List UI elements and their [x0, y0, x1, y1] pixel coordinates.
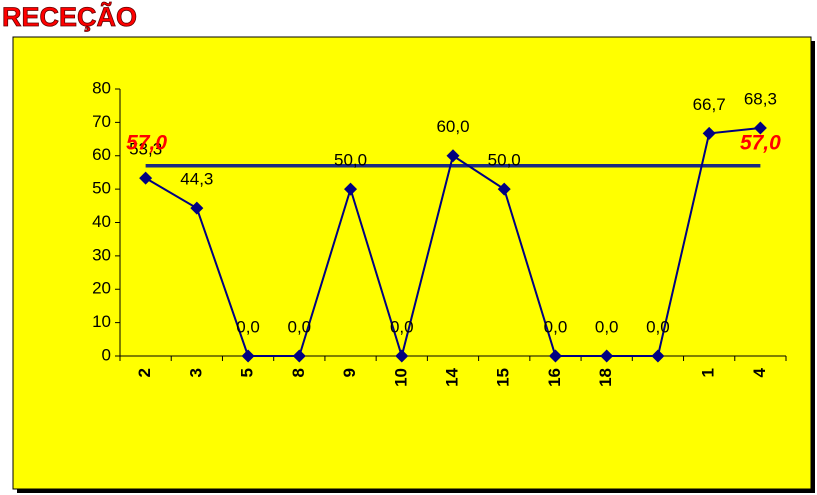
- y-tick-label: 30: [92, 245, 111, 264]
- y-tick-label: 60: [92, 145, 111, 164]
- data-label: 50,0: [334, 151, 367, 170]
- reference-label: 57,0: [740, 131, 781, 154]
- x-tick-label: 5: [238, 368, 257, 377]
- data-label: 0,0: [595, 317, 619, 336]
- marker: [548, 349, 562, 363]
- data-label: 0,0: [544, 317, 568, 336]
- x-tick-label: 15: [494, 368, 513, 387]
- data-label: 53,3: [129, 140, 162, 159]
- marker: [241, 349, 255, 363]
- x-tick-label: 16: [545, 368, 564, 387]
- data-label: 44,3: [180, 170, 213, 189]
- x-tick-label: 9: [340, 368, 359, 377]
- x-tick-label: 4: [750, 367, 769, 377]
- data-label: 0,0: [287, 317, 311, 336]
- data-label: 0,0: [646, 317, 670, 336]
- y-tick-label: 80: [92, 78, 111, 97]
- y-tick-label: 10: [92, 312, 111, 331]
- y-tick-label: 50: [92, 179, 111, 198]
- marker: [753, 121, 767, 135]
- y-tick-label: 70: [92, 112, 111, 131]
- marker: [292, 349, 306, 363]
- marker: [600, 349, 614, 363]
- x-tick-label: 2: [135, 368, 154, 377]
- x-tick-label: 18: [596, 368, 615, 387]
- data-label: 50,0: [488, 151, 521, 170]
- x-tick-label: 3: [186, 368, 205, 377]
- y-tick-label: 40: [92, 212, 111, 231]
- marker: [190, 201, 204, 215]
- y-tick-label: 0: [102, 345, 111, 364]
- chart-title: RECEÇÃO: [2, 1, 137, 32]
- marker: [344, 182, 358, 196]
- data-label: 66,7: [693, 95, 726, 114]
- data-label: 0,0: [390, 317, 414, 336]
- data-label: 0,0: [236, 317, 260, 336]
- reference-label: 57,0: [126, 131, 167, 154]
- marker: [702, 126, 716, 140]
- marker: [395, 349, 409, 363]
- x-tick-label: 8: [289, 368, 308, 377]
- data-label: 68,3: [744, 90, 777, 109]
- y-tick-label: 20: [92, 279, 111, 298]
- data-label: 60,0: [436, 117, 469, 136]
- chart-frame: [12, 36, 812, 490]
- x-tick-label: 10: [391, 368, 410, 387]
- x-tick-label: 14: [442, 367, 461, 386]
- marker: [139, 171, 153, 185]
- marker: [446, 149, 460, 163]
- x-tick-label: 1: [699, 368, 718, 377]
- marker: [497, 182, 511, 196]
- marker: [651, 349, 665, 363]
